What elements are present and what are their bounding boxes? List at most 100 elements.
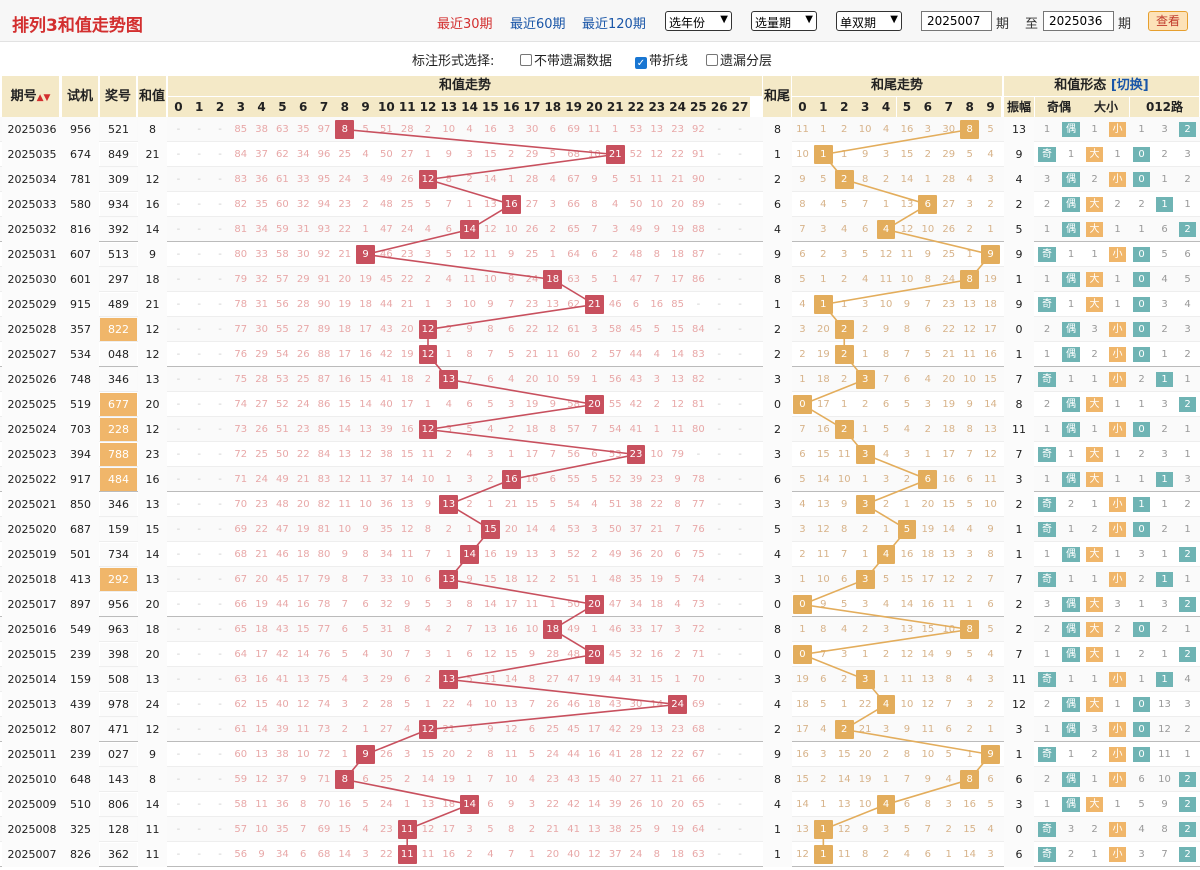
bigsmall-mark-miss: 2: [1091, 749, 1098, 760]
missing-dash: -: [197, 299, 201, 310]
sum-miss-value: 18: [255, 624, 268, 635]
sum-miss-value: 2: [549, 574, 556, 585]
sum-miss-value: 91: [317, 274, 331, 285]
sum-miss-value: 2: [404, 774, 411, 785]
prize-cell: 934: [100, 193, 137, 216]
from-issue-input[interactable]: 2025007: [921, 11, 992, 31]
option-line-label: 带折线: [649, 54, 689, 69]
sum-miss-value: 83: [317, 474, 331, 485]
sum-miss-value: 22: [525, 324, 539, 335]
route-miss: 1: [1184, 624, 1191, 635]
sum-miss-value: 21: [255, 549, 268, 560]
sum-miss-value: 7: [591, 424, 598, 435]
recent-120-link[interactable]: 最近120期: [582, 17, 646, 32]
missing-dash: -: [218, 574, 222, 585]
tail-cell: 2: [763, 717, 792, 742]
checkbox-layer[interactable]: [706, 54, 718, 66]
route-mark: 0: [1133, 622, 1150, 637]
sum-miss-value: 53: [567, 524, 580, 535]
missing-dash: -: [176, 449, 181, 460]
switch-link[interactable]: [切换]: [1110, 78, 1149, 93]
sum-miss-value: 58: [567, 399, 580, 410]
sum-miss-value: 63: [234, 674, 248, 685]
sum-miss-value: 4: [549, 174, 556, 185]
route-miss: 1: [1161, 549, 1168, 560]
bigsmall-mark-miss: 3: [1114, 599, 1121, 610]
sum-miss-value: 59: [567, 374, 580, 385]
sum-miss-value: 51: [380, 124, 393, 135]
trial-cell: 510: [62, 792, 99, 817]
tail-miss-value: 5: [861, 249, 869, 260]
sum-miss-value: 4: [591, 499, 598, 510]
sum-miss-value: 21: [671, 774, 684, 785]
option-line[interactable]: ✓ 带折线: [635, 50, 688, 69]
checkbox-line[interactable]: ✓: [635, 57, 647, 69]
route-miss: 2: [1184, 174, 1191, 185]
tail-miss-value: 10: [900, 274, 914, 285]
tail-ball: 9: [981, 745, 1000, 764]
sum-miss-value: 15: [484, 574, 497, 585]
tail-miss-value: 3: [799, 524, 806, 535]
route-miss: 6: [1184, 249, 1191, 260]
sum-miss-value: 51: [276, 424, 289, 435]
year-select[interactable]: 选年份 ▼: [665, 11, 732, 31]
sort-icon[interactable]: ▲▼: [36, 93, 51, 103]
sum-miss-value: 38: [276, 749, 289, 760]
sum-ball: 21: [605, 145, 625, 164]
sum-miss-value: 40: [276, 699, 289, 710]
sum-ball: 21: [585, 295, 604, 314]
sum-miss-value: 39: [608, 799, 622, 810]
checkbox-no-missing[interactable]: [520, 54, 532, 66]
missing-dash: -: [197, 524, 201, 535]
sum-miss-value: 33: [296, 174, 310, 185]
query-button[interactable]: 查看: [1148, 11, 1188, 31]
tail-miss-value: 11: [900, 249, 914, 260]
column-issue[interactable]: 期号▲▼: [2, 76, 60, 117]
issue-count-select[interactable]: 选量期 ▼: [751, 11, 817, 31]
recent-30-link[interactable]: 最近30期: [437, 17, 493, 32]
tail-miss-value: 14: [837, 774, 851, 785]
sum-miss-value: 24: [380, 799, 393, 810]
option-layer[interactable]: 遗漏分层: [706, 50, 772, 69]
tail-trend-header: 和尾走势: [792, 76, 1003, 96]
sum-miss-value: 70: [234, 499, 248, 510]
tail-cell: 8: [763, 767, 792, 792]
missing-dash: -: [197, 274, 201, 285]
sum-ball: 13: [439, 495, 459, 514]
tail-miss-value: 17: [816, 399, 830, 410]
sum-miss-value: 8: [591, 199, 598, 210]
issue-cell: 2025007: [2, 842, 62, 867]
sum-miss-value: 53: [608, 449, 622, 460]
sum-miss-value: 9: [508, 249, 515, 260]
sum-miss-value: 52: [608, 474, 622, 485]
prize-cell: 677: [100, 393, 137, 416]
tail-cell: 1: [763, 817, 792, 842]
route-miss: 1: [1138, 124, 1145, 135]
sum-miss-value: 49: [629, 224, 643, 235]
sum-miss-value: 62: [567, 299, 580, 310]
to-issue-input[interactable]: 2025036: [1043, 11, 1114, 31]
sum-miss-value: 11: [504, 749, 518, 760]
tail-miss-value: 13: [963, 299, 976, 310]
sum-miss-value: 34: [255, 224, 268, 235]
option-no-missing[interactable]: 不带遗漏数据: [520, 50, 612, 69]
tail-ball: 2: [834, 320, 854, 339]
amplitude-cell: 0: [1004, 817, 1034, 842]
recent-60-link[interactable]: 最近60期: [510, 17, 566, 32]
tail-ball: 3: [855, 445, 875, 464]
tail-ball: 3: [855, 670, 875, 689]
tail-miss-value: 1: [861, 649, 869, 660]
sum-miss-value: 5: [362, 799, 369, 810]
sum-miss-value: 18: [296, 549, 310, 560]
route-mark: 2: [1179, 222, 1196, 237]
sum-miss-value: 5: [674, 574, 681, 585]
sum-ball: 18: [543, 270, 563, 289]
tail-miss-value: 5: [882, 574, 890, 585]
missing-dash: -: [176, 724, 181, 735]
bigsmall-mark: 小: [1109, 347, 1126, 362]
odd-even-select[interactable]: 单双期 ▼: [836, 11, 902, 31]
sum-miss-value: 16: [338, 374, 352, 385]
tail-miss-value: 15: [796, 774, 809, 785]
sum-miss-value: 37: [629, 524, 643, 535]
sum-miss-value: 48: [567, 649, 580, 660]
